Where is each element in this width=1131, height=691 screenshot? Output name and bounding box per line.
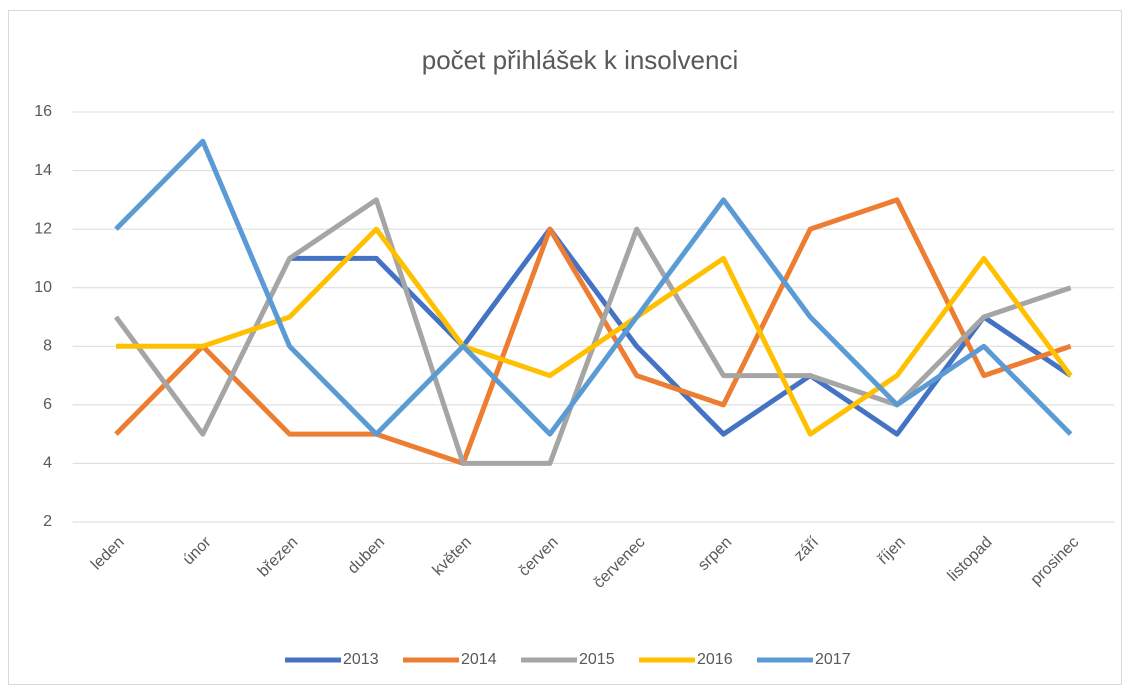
y-tick-label: 12: [34, 220, 52, 237]
y-tick-label: 10: [34, 279, 52, 296]
legend-label: 2013: [343, 651, 379, 668]
y-tick-label: 2: [43, 513, 52, 530]
y-tick-label: 4: [43, 455, 52, 472]
y-tick-label: 6: [43, 396, 52, 413]
series-line: [114, 138, 1073, 437]
series-line: [115, 226, 1073, 437]
y-tick-label: 16: [34, 103, 52, 120]
series-line: [114, 197, 1072, 466]
legend-label: 2014: [461, 651, 497, 668]
y-tick-label: 8: [43, 338, 52, 355]
y-tick-label: 14: [34, 162, 52, 179]
chart-title: počet přihlášek k insolvenci: [422, 45, 739, 75]
legend-label: 2016: [697, 651, 733, 668]
legend-label: 2015: [579, 651, 615, 668]
legend-label: 2017: [815, 651, 851, 668]
